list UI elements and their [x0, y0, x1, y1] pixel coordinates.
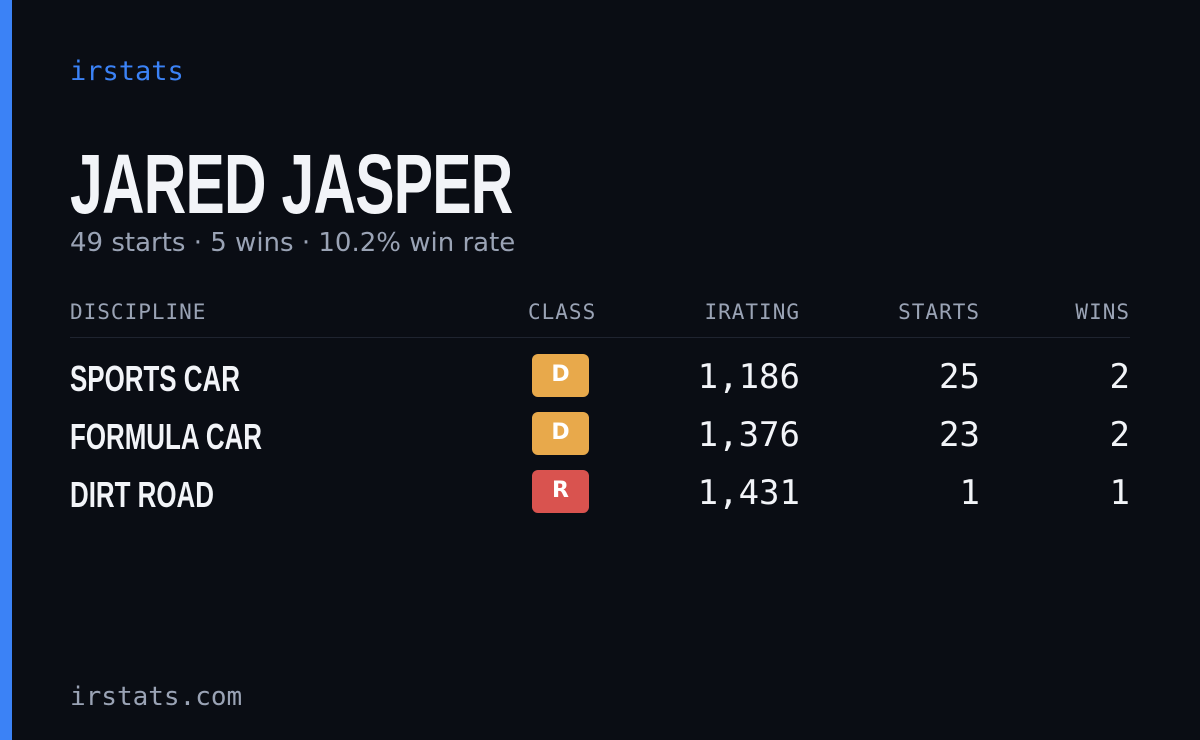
irating: 1,376	[697, 415, 800, 455]
discipline: FORMULA CAR	[70, 416, 262, 457]
starts: 25	[939, 357, 980, 397]
discipline: SPORTS CAR	[70, 358, 240, 399]
starts: 23	[939, 415, 980, 455]
brand: irstats	[70, 56, 184, 87]
irating: 1,186	[697, 357, 800, 397]
wins: 2	[1109, 357, 1130, 397]
wins: 1	[1109, 473, 1130, 513]
header-starts: STARTS	[898, 300, 980, 324]
driver-summary: 49 starts · 5 wins · 10.2% win rate	[70, 228, 516, 258]
class-badge: D	[532, 412, 589, 455]
irating: 1,431	[697, 473, 800, 513]
class-badge: D	[532, 354, 589, 397]
class-badge: R	[532, 470, 589, 513]
header-discipline: DISCIPLINE	[70, 300, 207, 324]
discipline: DIRT ROAD	[70, 474, 214, 515]
footer: irstats.com	[70, 682, 243, 712]
accent-bar	[0, 0, 12, 740]
driver-name: JARED JASPER	[70, 137, 513, 231]
header-class: CLASS	[528, 300, 597, 324]
wins: 2	[1109, 415, 1130, 455]
header-wins: WINS	[1075, 300, 1130, 324]
header-irating: IRATING	[704, 300, 800, 324]
starts: 1	[959, 473, 980, 513]
header-rule	[70, 337, 1130, 338]
